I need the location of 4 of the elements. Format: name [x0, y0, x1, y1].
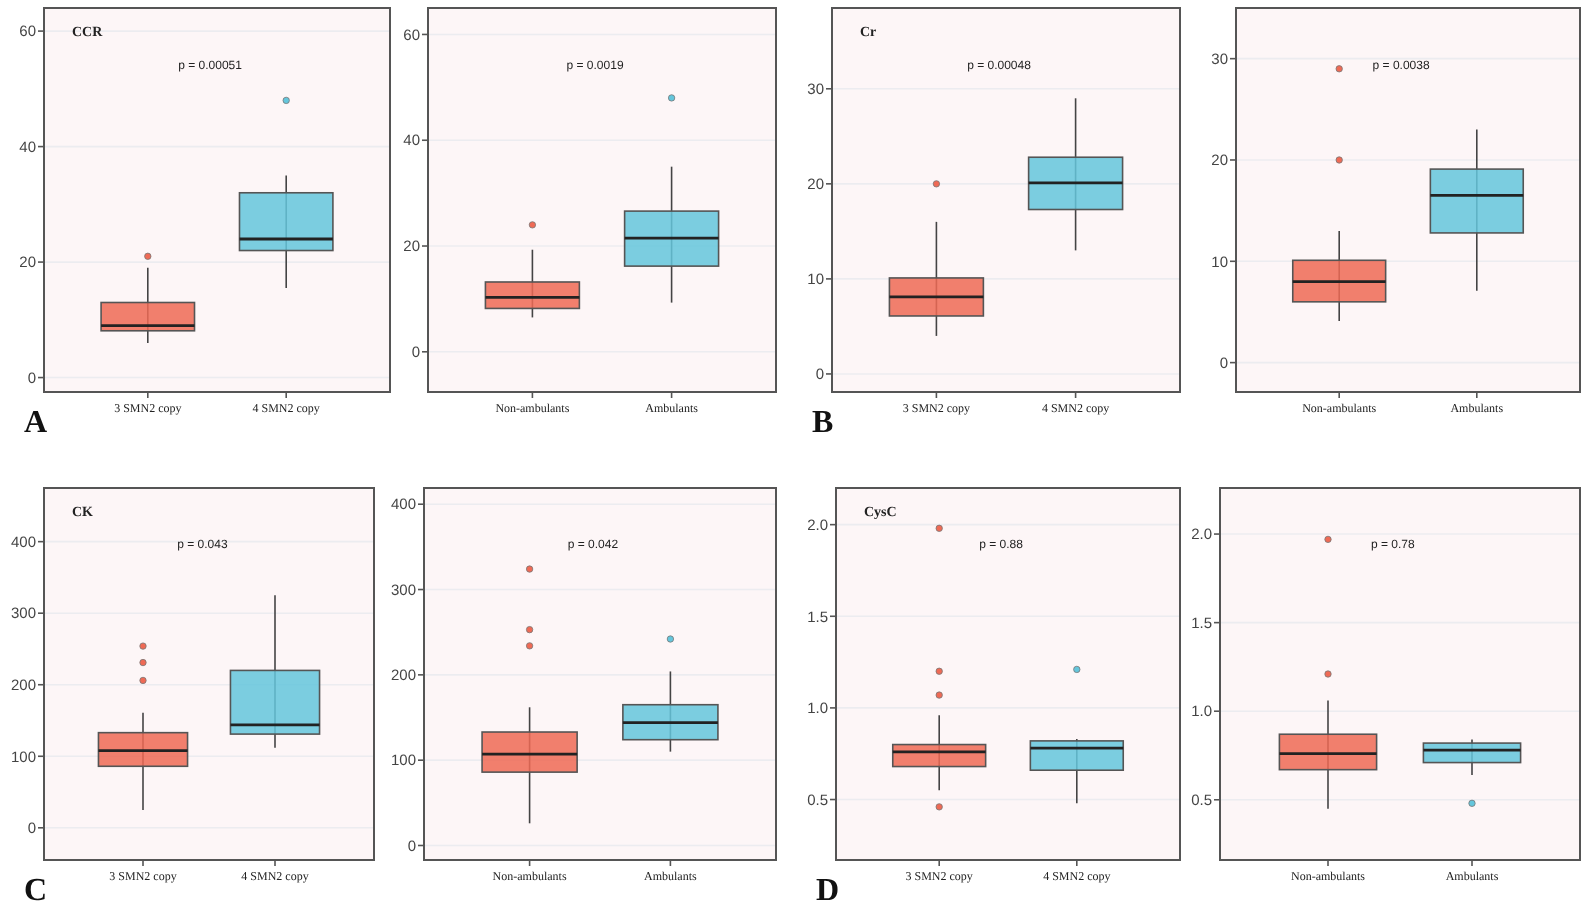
text: D — [816, 874, 840, 908]
text: B — [812, 406, 834, 440]
text: A — [24, 406, 48, 440]
text: C — [24, 874, 48, 908]
